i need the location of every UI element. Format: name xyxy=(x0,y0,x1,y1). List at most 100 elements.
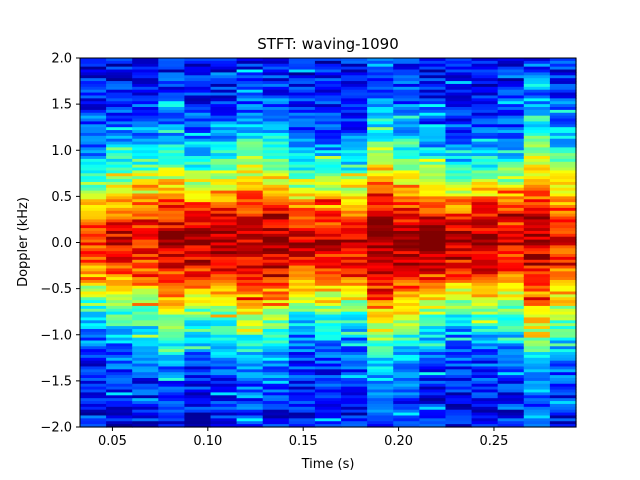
heatmap-cell xyxy=(132,300,159,304)
heatmap-cell xyxy=(341,230,368,235)
heatmap-cell xyxy=(341,222,368,226)
heatmap-cell xyxy=(106,135,133,140)
heatmap-cell xyxy=(132,421,159,425)
heatmap-cell xyxy=(184,161,212,166)
heatmap-cell xyxy=(132,207,159,212)
heatmap-cell xyxy=(184,193,212,197)
heatmap-cell xyxy=(523,230,551,235)
heatmap-cell xyxy=(523,398,551,402)
heatmap-cell xyxy=(184,392,212,396)
heatmap-cell xyxy=(471,294,499,298)
heatmap-cell xyxy=(471,349,499,353)
heatmap-cell xyxy=(132,173,159,177)
heatmap-cell xyxy=(445,314,473,319)
heatmap-cell xyxy=(288,326,316,330)
heatmap-cell xyxy=(210,285,238,290)
heatmap-cell xyxy=(471,308,499,313)
heatmap-cell xyxy=(184,265,212,270)
heatmap-cell xyxy=(132,190,159,195)
heatmap-cell xyxy=(184,323,212,327)
heatmap-cell xyxy=(80,380,107,385)
heatmap-cell xyxy=(341,72,368,76)
heatmap-cell xyxy=(393,141,420,146)
heatmap-cell xyxy=(184,124,212,128)
heatmap-cell xyxy=(158,179,186,183)
heatmap-cell xyxy=(314,179,342,183)
heatmap-cell xyxy=(210,277,238,281)
heatmap-cell xyxy=(523,340,551,344)
heatmap-cell xyxy=(523,173,551,177)
heatmap-cell xyxy=(132,331,159,336)
heatmap-cell xyxy=(341,176,368,180)
heatmap-cell xyxy=(132,311,159,316)
heatmap-cell xyxy=(471,239,499,244)
heatmap-cell xyxy=(314,89,342,94)
heatmap-cell xyxy=(80,279,107,284)
heatmap-cell xyxy=(236,161,264,166)
heatmap-cell xyxy=(262,112,290,117)
heatmap-cell xyxy=(236,60,264,65)
heatmap-cell xyxy=(210,219,238,223)
heatmap-cell xyxy=(184,285,212,290)
heatmap-cell xyxy=(132,135,159,140)
heatmap-cell xyxy=(445,230,473,235)
heatmap-cell xyxy=(158,279,186,284)
heatmap-cell xyxy=(314,78,342,82)
heatmap-cell xyxy=(523,343,551,347)
heatmap-cell xyxy=(497,176,525,180)
heatmap-cell xyxy=(80,282,107,287)
heatmap-cell xyxy=(523,161,551,166)
heatmap-cell xyxy=(236,331,264,336)
heatmap-cell xyxy=(393,305,420,310)
heatmap-cell xyxy=(236,352,264,356)
heatmap-cell xyxy=(132,130,159,134)
heatmap-cell xyxy=(419,254,447,258)
heatmap-cell xyxy=(288,138,316,143)
heatmap-cell xyxy=(80,392,107,396)
heatmap-cell xyxy=(80,144,107,148)
heatmap-cell xyxy=(549,202,577,206)
heatmap-cell xyxy=(80,389,107,393)
heatmap-cell xyxy=(184,89,212,94)
heatmap-cell xyxy=(106,58,133,62)
heatmap-cell xyxy=(288,181,316,186)
heatmap-cell xyxy=(445,184,473,189)
heatmap-cell xyxy=(236,328,264,333)
heatmap-cell xyxy=(419,158,447,163)
heatmap-cell xyxy=(288,81,316,85)
heatmap-cell xyxy=(314,141,342,146)
heatmap-cell xyxy=(549,170,577,174)
heatmap-cell xyxy=(158,63,186,68)
heatmap-cell xyxy=(393,406,420,411)
heatmap-cell xyxy=(184,205,212,209)
heatmap-cell xyxy=(419,95,447,99)
heatmap-cell xyxy=(210,418,238,422)
heatmap-cell xyxy=(445,164,473,169)
heatmap-cell xyxy=(419,83,447,88)
heatmap-cell xyxy=(497,421,525,425)
heatmap-cell xyxy=(106,213,133,218)
heatmap-cell xyxy=(262,230,290,235)
heatmap-cell xyxy=(393,216,420,221)
heatmap-cell xyxy=(262,372,290,376)
heatmap-cell xyxy=(314,190,342,195)
heatmap-cell xyxy=(549,161,577,166)
heatmap-cell xyxy=(341,213,368,218)
heatmap-cell xyxy=(445,326,473,330)
heatmap-cell xyxy=(419,135,447,140)
heatmap-cell xyxy=(80,115,107,120)
heatmap-cell xyxy=(549,377,577,382)
heatmap-cell xyxy=(497,245,525,249)
heatmap-cell xyxy=(288,285,316,290)
heatmap-cell xyxy=(184,268,212,272)
heatmap-cell xyxy=(419,305,447,310)
heatmap-cell xyxy=(80,112,107,117)
heatmap-cell xyxy=(419,89,447,94)
heatmap-cell xyxy=(236,199,264,203)
heatmap-cell xyxy=(523,268,551,272)
heatmap-cell xyxy=(314,415,342,419)
heatmap-cell xyxy=(106,288,133,293)
heatmap-cell xyxy=(419,236,447,241)
heatmap-cell xyxy=(341,236,368,241)
heatmap-cell xyxy=(497,233,525,238)
